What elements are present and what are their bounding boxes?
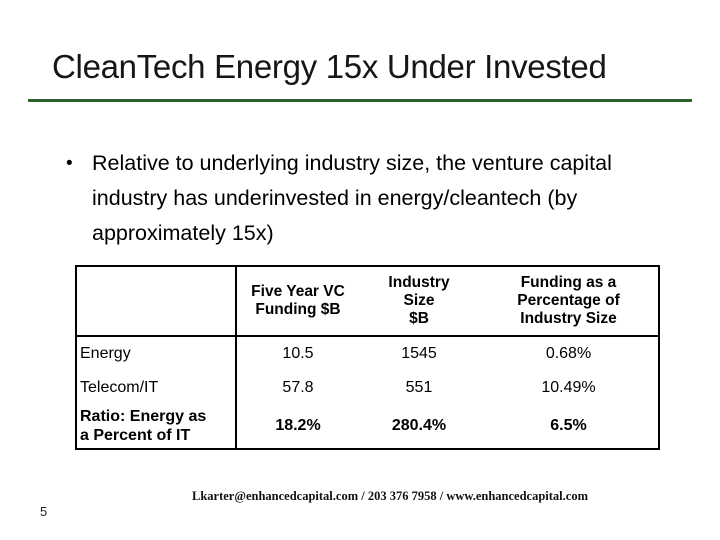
header-line: Size <box>403 291 435 309</box>
table-cell-energy-industry-size: 1545 <box>401 345 437 363</box>
ratio-label: Ratio: Energy as a Percent of IT <box>80 408 206 446</box>
label-line: Telecom/IT <box>80 379 159 397</box>
table-cell-energy-percentage: 0.68% <box>545 345 592 363</box>
table-cell-ratio-percentage: 6.5% <box>550 417 587 435</box>
footer-contact: Lkarter@enhancedcapital.com / 203 376 79… <box>192 489 588 503</box>
bullet-item: • Relative to underlying industry size, … <box>66 146 642 251</box>
header-line: Five Year VC <box>251 282 345 300</box>
header-line: $B <box>409 310 429 328</box>
table-header-funding-percentage: Funding as a Percentage of Industry Size <box>479 267 658 337</box>
header-line: Funding as a <box>520 273 617 291</box>
header-line: Industry <box>388 273 450 291</box>
table-header-blank <box>77 267 237 337</box>
table-cell-telecom-percentage: 10.49% <box>541 379 596 397</box>
table-cell-ratio-funding: 18.2% <box>275 417 321 435</box>
table-header-vc-funding: Five Year VC Funding $B <box>237 267 359 337</box>
header-line: Industry Size <box>520 310 617 328</box>
table-cell-ratio-industry-size: 280.4% <box>391 417 447 435</box>
table-cell-telecom-funding: 57.8 <box>282 379 314 397</box>
table-cell-telecom-industry-size: 551 <box>405 379 433 397</box>
table-cell-energy-funding: 10.5 <box>282 345 314 363</box>
page-number: 5 <box>40 504 48 519</box>
bullet-text: Relative to underlying industry size, th… <box>92 151 612 245</box>
table-row-label-energy: Energy <box>77 337 237 372</box>
slide-title: CleanTech Energy 15x Under Invested <box>52 48 607 85</box>
label-line: Energy <box>80 345 131 363</box>
table-row-label-telecom-it: Telecom/IT <box>77 372 237 405</box>
bullet-marker: • <box>66 153 73 174</box>
table-header-industry-size: Industry Size $B <box>359 267 479 337</box>
header-line: Percentage of <box>517 291 620 309</box>
funding-comparison-table: Five Year VC Funding $B Industry Size $B… <box>75 265 660 450</box>
label-line: a Percent of IT <box>80 426 191 444</box>
title-underline <box>28 99 692 102</box>
table-row-label-ratio: Ratio: Energy as a Percent of IT <box>77 405 237 448</box>
label-line: Ratio: Energy as <box>80 407 207 425</box>
header-line: Funding $B <box>255 301 341 318</box>
